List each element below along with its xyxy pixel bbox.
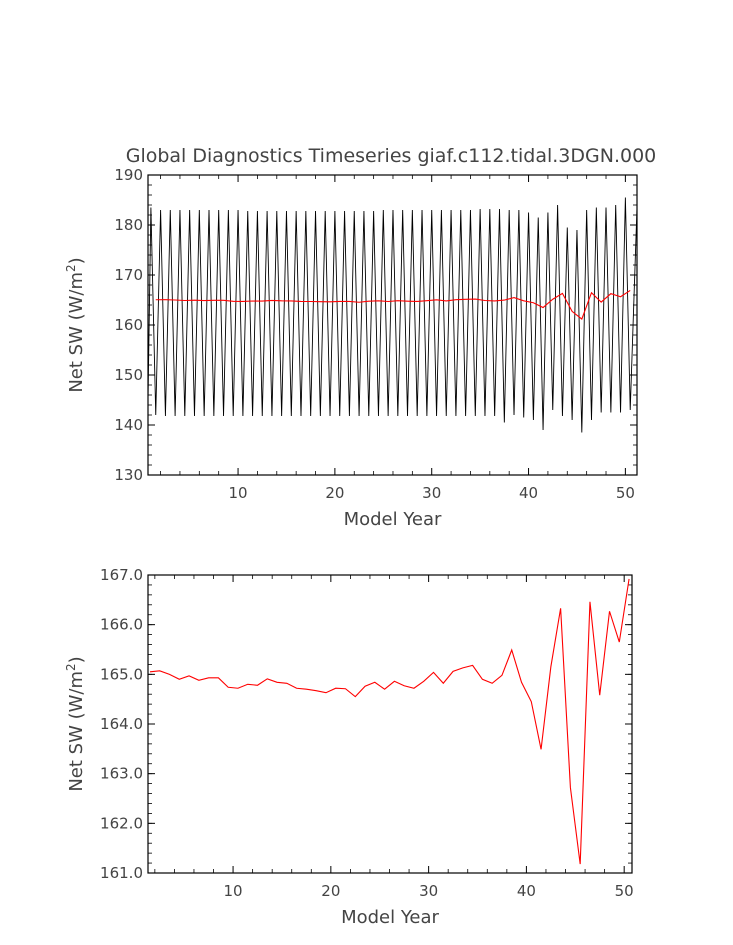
x-tick-label: 20 (321, 882, 340, 900)
plot-frame (147, 574, 633, 874)
y-tick-label: 180 (114, 216, 143, 234)
y-axis-label-text: Net SW (W/m (66, 671, 87, 792)
x-tick-label: 40 (519, 484, 538, 502)
annual-mean-series-line (149, 578, 630, 865)
monthly-series-line (148, 197, 637, 433)
bottom-panel: 10 20 30 40 50 161.0 162.0 163.0 164.0 165.0 166.0… (64, 566, 634, 928)
y-tick-label: 165.0 (100, 665, 143, 683)
top-panel: 10 20 30 40 50 130 140 150 160 170 180 190 Model Yea… (64, 166, 638, 530)
x-axis-label: Model Year (341, 907, 439, 928)
x-tick-label: 20 (325, 484, 344, 502)
y-tick-label: 190 (114, 166, 143, 184)
y-axis-label: Net SW (W/m2) (64, 257, 87, 392)
y-tick-label: 166.0 (100, 616, 143, 634)
y-tick-label: 170 (114, 266, 143, 284)
x-tick-label: 50 (615, 882, 634, 900)
y-axis-label-text: Net SW (W/m (66, 272, 87, 393)
y-tick-label: 150 (114, 366, 143, 384)
y-tick-label: 160 (114, 316, 143, 334)
y-axis-label-close: ) (66, 257, 87, 264)
annual-mean-series-line (155, 289, 631, 321)
y-tick-label: 130 (114, 466, 143, 484)
y-axis-label-superscript: 2 (64, 663, 78, 671)
x-tick-label: 10 (224, 882, 243, 900)
x-axis-label: Model Year (344, 509, 442, 530)
y-tick-label: 167.0 (100, 566, 143, 584)
y-tick-label: 162.0 (100, 814, 143, 832)
y-axis-label: Net SW (W/m2) (64, 656, 87, 791)
y-axis-label-superscript: 2 (64, 264, 78, 272)
x-tick-label: 50 (616, 484, 635, 502)
chart-title: Global Diagnostics Timeseries giaf.c112.… (126, 145, 657, 167)
x-tick-label: 30 (419, 882, 438, 900)
x-tick-label: 30 (422, 484, 441, 502)
y-axis-label-close: ) (66, 656, 87, 663)
x-tick-label: 40 (517, 882, 536, 900)
y-tick-label: 140 (114, 416, 143, 434)
y-tick-label: 164.0 (100, 715, 143, 733)
x-tick-label: 10 (229, 484, 248, 502)
y-tick-label: 163.0 (100, 765, 143, 783)
y-tick-label: 161.0 (100, 864, 143, 882)
